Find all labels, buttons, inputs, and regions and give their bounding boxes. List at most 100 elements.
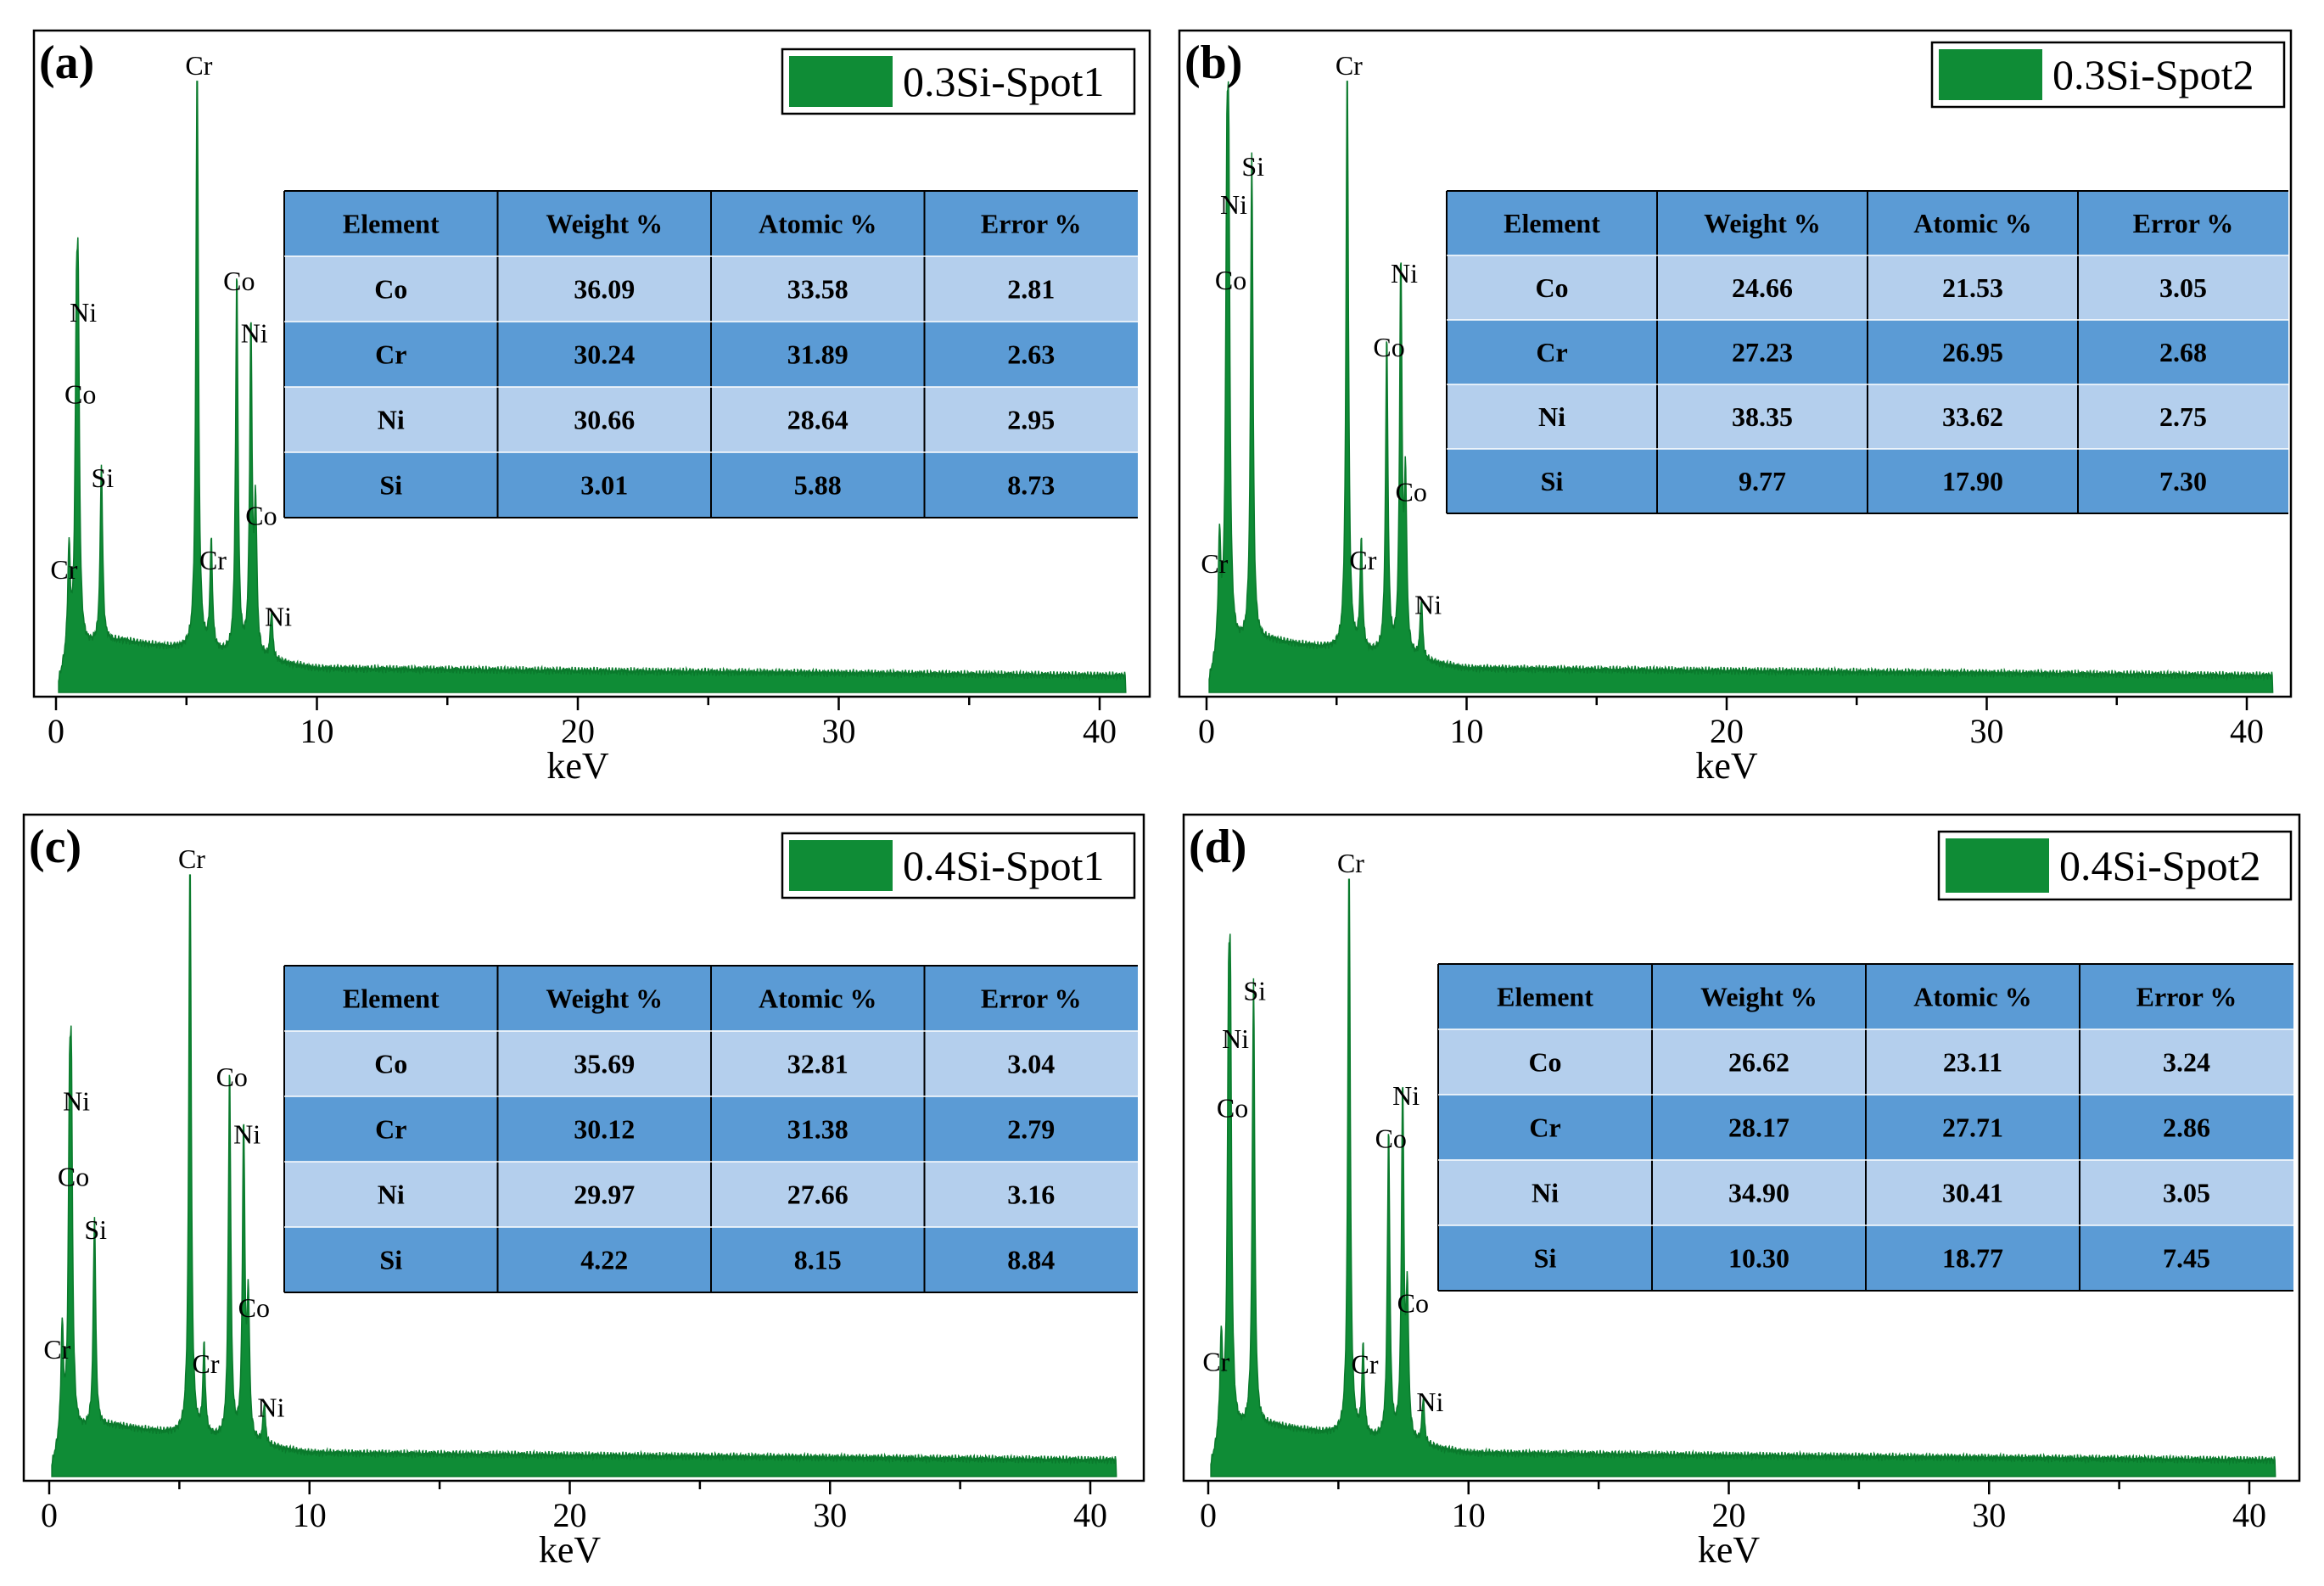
peak-label-co: Co (238, 1292, 270, 1323)
table-cell: 26.95 (1942, 337, 2003, 367)
panel-letter: (c) (29, 821, 81, 873)
legend-swatch (789, 56, 893, 107)
x-tick-label: 10 (1452, 1496, 1486, 1534)
table-cell: 8.15 (794, 1245, 842, 1275)
legend-label: 0.3Si-Spot1 (903, 58, 1105, 105)
x-tick-label: 20 (553, 1496, 587, 1534)
peak-label-co: Co (1395, 476, 1426, 507)
table-cell: Si (1534, 1243, 1557, 1274)
plot-frame (1178, 29, 2293, 698)
composition-table: Element Weight % Atomic % Error % Co 35.69 32.… (283, 965, 1138, 1293)
x-tick-label: 10 (293, 1496, 327, 1534)
table-cell: Cr (1536, 337, 1567, 367)
peak-label-co: Co (245, 501, 277, 531)
table-cell: 30.41 (1942, 1178, 2003, 1208)
table-cell: 3.01 (580, 470, 628, 501)
table-cell: 38.35 (1732, 401, 1793, 432)
table-header-cell: Atomic % (759, 209, 877, 239)
plot-frame (1182, 813, 2301, 1482)
peak-label-cr: Cr (1202, 1347, 1229, 1377)
table-cell: 32.81 (787, 1049, 848, 1079)
x-tick-label: 10 (1450, 712, 1484, 750)
table-cell: 27.71 (1942, 1112, 2003, 1143)
table-header-cell: Error % (2136, 982, 2237, 1012)
peak-label-cr: Cr (193, 1348, 220, 1379)
plot-frame (22, 813, 1145, 1482)
table-cell: Si (379, 1245, 402, 1275)
table-cell: 2.79 (1007, 1114, 1055, 1145)
table-cell: 33.62 (1942, 401, 2003, 432)
peak-label-co: Co (1397, 1287, 1429, 1318)
x-tick-label: 30 (1970, 712, 2004, 750)
spectrum-area (58, 81, 1127, 693)
plot-frame (32, 29, 1151, 698)
table-cell: 7.30 (2159, 466, 2207, 496)
table-cell: 29.97 (574, 1180, 635, 1210)
composition-table: Element Weight % Atomic % Error % Co 36.09 33.… (283, 190, 1138, 518)
spectrum-area (1210, 878, 2276, 1477)
x-tick-label: 0 (48, 712, 64, 750)
eds-panel-3: Cr Co Ni Si Cr Cr Co Ni Co Ni 0 10 20 30 40 keV (d) 0.4Si… (1182, 813, 2301, 1571)
table-cell: 7.45 (2163, 1243, 2210, 1274)
peak-label-cr: Cr (50, 554, 77, 585)
peak-label-co: Co (64, 378, 96, 409)
peak-label-cr: Cr (199, 545, 227, 575)
x-tick-label: 0 (41, 1496, 58, 1534)
table-header-cell: Atomic % (1913, 982, 2032, 1012)
x-tick-label: 30 (813, 1496, 847, 1534)
table-header-cell: Element (1497, 982, 1593, 1012)
table-cell: 31.38 (787, 1114, 848, 1145)
table-cell: Co (1535, 272, 1568, 303)
peak-label-ni: Ni (1391, 258, 1418, 289)
table-header-cell: Weight % (546, 984, 663, 1014)
table-cell: 2.81 (1007, 274, 1055, 305)
eds-panel-1: Cr Co Ni Si Cr Cr Co Ni Co Ni 0 10 20 30 40 keV (b) 0.3Si… (1178, 29, 2293, 787)
table-cell: 34.90 (1728, 1178, 1789, 1208)
x-tick-label: 40 (1083, 712, 1117, 750)
peak-label-cr: Cr (185, 50, 212, 81)
table-header-cell: Atomic % (1913, 208, 2032, 238)
table-cell: Ni (1532, 1178, 1559, 1208)
table-cell: 35.69 (574, 1049, 635, 1079)
table-cell: 9.77 (1739, 466, 1786, 496)
peak-label-cr: Cr (178, 843, 205, 874)
table-cell: 26.62 (1728, 1047, 1789, 1078)
peak-label-si: Si (1243, 976, 1266, 1006)
peak-label-co: Co (1217, 1093, 1248, 1124)
peak-label-cr: Cr (1336, 50, 1363, 81)
table-cell: 2.86 (2163, 1112, 2210, 1143)
peak-label-ni: Ni (1392, 1080, 1420, 1111)
x-tick-label: 30 (1972, 1496, 2006, 1534)
x-tick-label: 10 (300, 712, 334, 750)
peak-label-ni: Ni (241, 318, 268, 349)
peak-label-ni: Ni (1414, 589, 1442, 619)
table-header-cell: Weight % (1704, 208, 1821, 238)
x-tick-label: 0 (1198, 712, 1215, 750)
table-cell: 24.66 (1732, 272, 1793, 303)
spectrum-area (51, 874, 1117, 1477)
peak-label-ni: Ni (257, 1392, 284, 1422)
table-cell: 10.30 (1728, 1243, 1789, 1274)
peak-label-co: Co (1375, 1123, 1407, 1153)
table-cell: 3.24 (2163, 1047, 2210, 1078)
table-cell: Si (379, 470, 402, 501)
table-cell: Ni (378, 1180, 405, 1210)
panel-letter: (d) (1189, 821, 1246, 873)
table-cell: 31.89 (787, 339, 848, 370)
peak-label-co: Co (1373, 332, 1404, 362)
table-cell: 30.24 (574, 339, 635, 370)
table-cell: 36.09 (574, 274, 635, 305)
table-cell: 27.66 (787, 1180, 848, 1210)
table-cell: 2.75 (2159, 401, 2207, 432)
table-cell: 4.22 (580, 1245, 628, 1275)
panel-letter: (b) (1184, 36, 1242, 89)
table-cell: Co (374, 274, 407, 305)
table-cell: Cr (375, 1114, 406, 1145)
table-header-cell: Weight % (1700, 982, 1817, 1012)
table-cell: 30.66 (574, 405, 635, 435)
legend-swatch (789, 840, 893, 891)
table-cell: 27.23 (1732, 337, 1793, 367)
table-cell: Cr (1529, 1112, 1560, 1143)
table-cell: 5.88 (794, 470, 842, 501)
